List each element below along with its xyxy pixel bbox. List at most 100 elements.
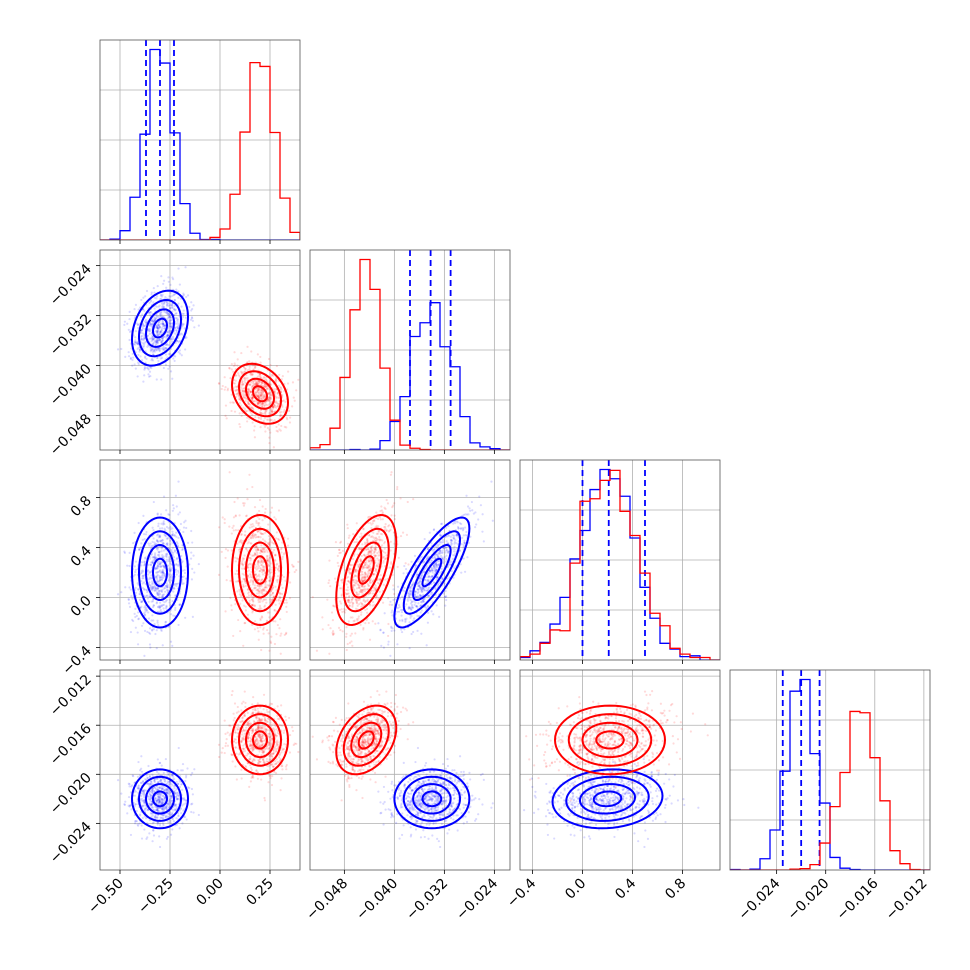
sample-point xyxy=(275,537,278,540)
sample-point xyxy=(254,364,257,367)
sample-point xyxy=(156,563,159,566)
sample-point xyxy=(281,586,284,589)
sample-point xyxy=(139,355,142,358)
sample-point xyxy=(262,567,265,570)
sample-point xyxy=(430,567,433,570)
sample-point xyxy=(386,502,390,505)
sample-point xyxy=(275,406,278,409)
sample-point xyxy=(180,354,183,357)
sample-point xyxy=(156,580,160,583)
sample-point xyxy=(248,365,251,368)
sample-point xyxy=(143,612,146,615)
sample-point xyxy=(156,573,159,576)
sample-point xyxy=(275,379,278,382)
sample-point xyxy=(269,556,272,559)
sample-point xyxy=(159,610,162,613)
sample-point xyxy=(415,575,418,578)
sample-point xyxy=(432,613,435,616)
sample-point xyxy=(364,543,367,546)
sample-point xyxy=(340,594,343,597)
sample-point xyxy=(408,606,411,609)
sample-point xyxy=(140,341,143,344)
sample-point xyxy=(148,311,151,314)
sample-point xyxy=(134,341,137,345)
sample-point xyxy=(260,550,263,554)
sample-point xyxy=(155,315,159,319)
sample-point xyxy=(146,334,149,337)
sample-point xyxy=(410,584,413,588)
sample-point xyxy=(262,412,265,415)
sample-point xyxy=(234,379,237,382)
sample-point xyxy=(445,595,448,598)
sample-point xyxy=(161,293,164,297)
sample-point xyxy=(385,498,388,502)
sample-point xyxy=(275,400,278,403)
sample-point xyxy=(217,382,221,385)
sample-point xyxy=(140,600,144,603)
sample-point xyxy=(414,595,417,599)
sample-point xyxy=(148,571,151,575)
sample-point xyxy=(349,571,352,575)
sample-point xyxy=(160,326,164,330)
contour-series_b xyxy=(230,362,290,425)
sample-point xyxy=(408,596,411,599)
sample-point xyxy=(257,529,260,532)
sample-point xyxy=(174,494,178,497)
sample-point xyxy=(279,652,282,655)
sample-point xyxy=(160,340,163,343)
sample-point xyxy=(353,541,356,544)
sample-point xyxy=(409,616,412,619)
sample-point xyxy=(437,551,440,554)
sample-point xyxy=(345,593,348,596)
sample-point xyxy=(157,522,160,525)
sample-point xyxy=(252,581,255,585)
sample-point xyxy=(157,610,160,613)
sample-point xyxy=(377,562,380,565)
sample-point xyxy=(140,334,144,338)
sample-point xyxy=(163,327,166,330)
sample-point xyxy=(357,586,360,589)
sample-point xyxy=(166,564,169,567)
sample-point xyxy=(258,561,261,564)
sample-point xyxy=(257,396,260,400)
sample-point xyxy=(190,309,193,312)
sample-point xyxy=(421,587,425,590)
sample-point xyxy=(258,584,261,588)
sample-point xyxy=(265,555,268,558)
sample-point xyxy=(159,347,162,350)
sample-point xyxy=(254,553,257,556)
sample-point xyxy=(426,621,429,624)
sample-point xyxy=(134,330,137,333)
sample-point xyxy=(243,366,246,369)
sample-point xyxy=(348,567,351,570)
sample-point xyxy=(137,326,140,330)
sample-point xyxy=(260,391,263,394)
sample-point xyxy=(250,397,254,400)
sample-point xyxy=(453,537,456,540)
sample-point xyxy=(425,644,428,647)
sample-point xyxy=(173,309,177,312)
sample-point xyxy=(251,395,254,398)
sample-point xyxy=(251,597,255,600)
sample-point xyxy=(221,516,224,519)
sample-point xyxy=(164,600,168,603)
sample-point xyxy=(363,564,367,567)
sample-point xyxy=(226,389,229,392)
sample-point xyxy=(418,576,421,580)
sample-point xyxy=(161,573,165,576)
sample-point xyxy=(454,539,457,542)
sample-point xyxy=(177,340,180,344)
sample-point xyxy=(257,402,260,405)
sample-point xyxy=(279,596,282,599)
sample-point xyxy=(156,565,159,568)
sample-point xyxy=(156,567,159,570)
sample-point xyxy=(257,402,260,405)
contour-series_b xyxy=(251,385,269,403)
sample-point xyxy=(164,347,167,350)
sample-point xyxy=(444,604,447,607)
sample-point xyxy=(254,533,258,536)
sample-point xyxy=(273,642,277,646)
sample-point xyxy=(261,519,264,522)
sample-point xyxy=(468,507,471,510)
sample-point xyxy=(441,562,445,565)
